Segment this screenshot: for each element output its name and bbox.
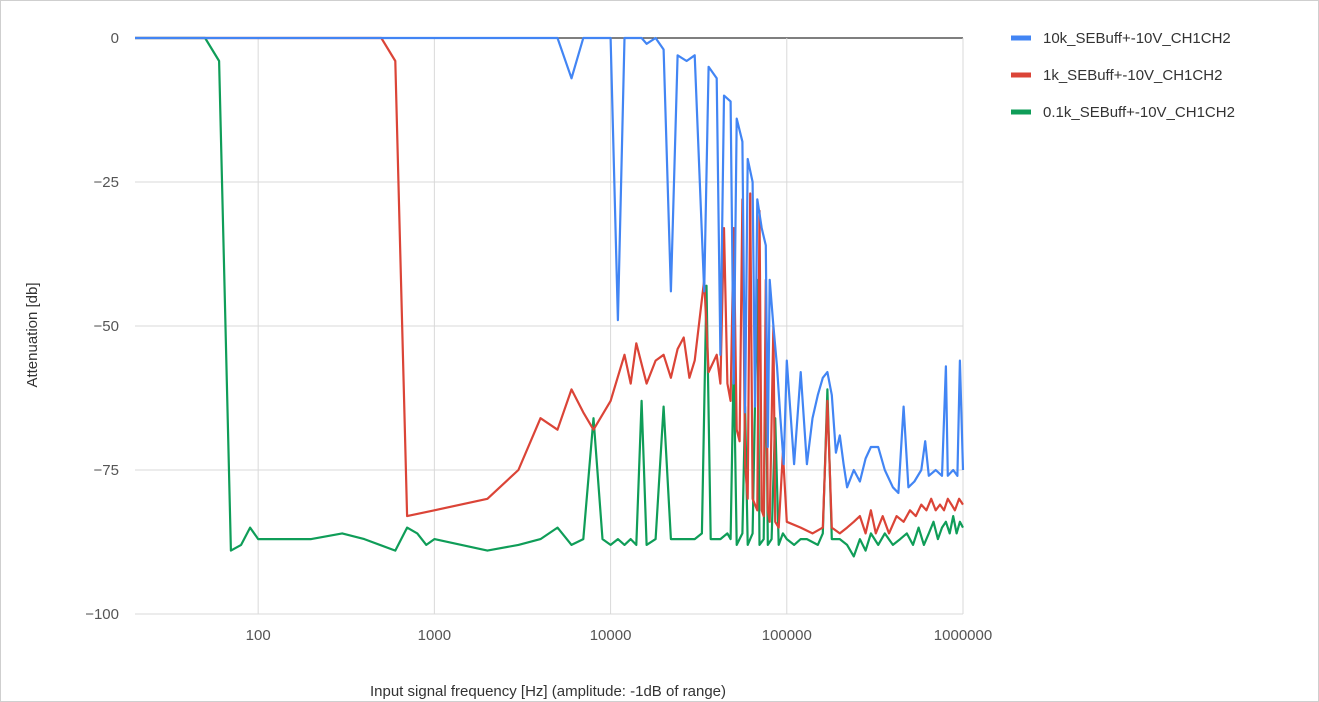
legend-label: 1k_SEBuff+-10V_CH1CH2 [1043, 67, 1222, 84]
series-line [135, 36, 965, 495]
y-tick-label: −75 [94, 462, 119, 479]
series-line [135, 36, 964, 558]
x-tick-label: 1000 [418, 627, 451, 644]
y-tick-label: −50 [94, 318, 119, 335]
grid [135, 37, 964, 615]
y-tick-label: −25 [94, 174, 119, 191]
legend-item[interactable]: 1k_SEBuff+-10V_CH1CH2 [1011, 67, 1222, 84]
x-tick-label: 10000 [590, 627, 632, 644]
legend-label: 10k_SEBuff+-10V_CH1CH2 [1043, 30, 1231, 47]
plot-series [135, 36, 965, 558]
legend-label: 0.1k_SEBuff+-10V_CH1CH2 [1043, 104, 1235, 121]
y-tick-label: 0 [111, 30, 119, 47]
legend-item[interactable]: 10k_SEBuff+-10V_CH1CH2 [1011, 30, 1231, 47]
y-tick-label: −100 [85, 606, 119, 623]
x-tick-label: 100000 [762, 627, 812, 644]
legend-item[interactable]: 0.1k_SEBuff+-10V_CH1CH2 [1011, 104, 1235, 121]
x-axis-title: Input signal frequency [Hz] (amplitude: … [370, 683, 726, 700]
legend[interactable]: 10k_SEBuff+-10V_CH1CH2 1k_SEBuff+-10V_CH1… [1011, 30, 1235, 121]
x-tick-label: 100 [246, 627, 271, 644]
series-line [135, 36, 964, 535]
x-tick-label: 1000000 [934, 627, 992, 644]
y-axis-title: Attenuation [db] [24, 282, 41, 387]
tick-labels: 0 −25 −50 −75 −100 100 1000 10000 100000 1000000 [85, 30, 992, 644]
